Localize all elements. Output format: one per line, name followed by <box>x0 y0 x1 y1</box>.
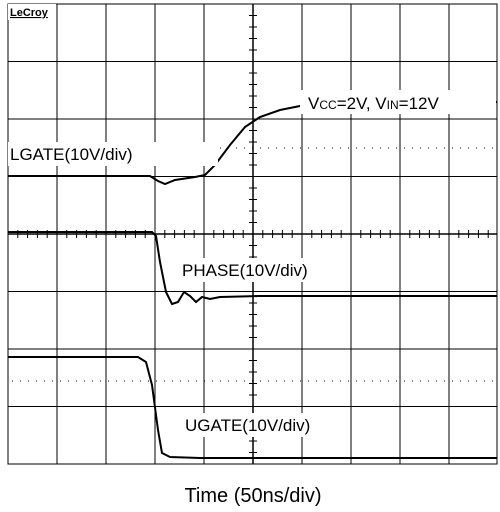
phase-label: PHASE(10V/div) <box>182 261 308 280</box>
cond-sub: CC <box>319 98 337 112</box>
brand-bg <box>8 4 56 20</box>
ugate-label: UGATE(10V/div) <box>185 416 310 435</box>
ugate-bg <box>183 413 341 437</box>
cond-part: V <box>308 94 320 113</box>
phase-bg <box>180 258 340 282</box>
grid <box>7 3 498 465</box>
ugate-trace <box>8 356 497 459</box>
condition-bg <box>300 90 496 114</box>
brand: LeCroy <box>10 7 49 19</box>
center-ticks <box>7 3 489 465</box>
condition: VCC=2V, VIN=12V <box>308 94 439 113</box>
lgate-label: LGATE(10V/div) <box>10 145 133 164</box>
cond-part: =12V <box>399 94 440 113</box>
phase-trace <box>8 231 497 306</box>
cond-sub: IN <box>387 98 399 112</box>
cond-part: =2V, V <box>337 94 388 113</box>
x-label: Time (50ns/div) <box>184 485 321 507</box>
lgate-bg <box>8 142 218 166</box>
tick-marks <box>7 3 489 465</box>
